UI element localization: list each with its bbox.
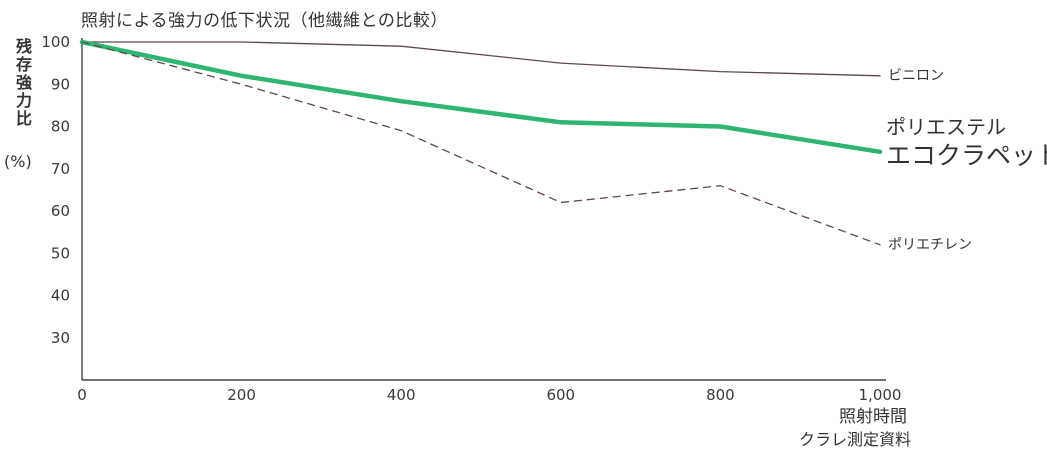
x-tick-label: 600 [546,386,575,404]
x-tick-label: 1,000 [859,386,902,404]
series-line [81,41,881,246]
y-tick-label: 90 [51,75,70,93]
x-tick-label: 200 [227,386,256,404]
y-axis-unit: (%) [4,152,32,171]
series-label: ビニロン [888,68,944,84]
y-axis-label: 残存強力比 [15,37,32,128]
y-tick-label: 50 [51,244,70,262]
series-label: ポリエチレン [888,237,972,253]
x-tick-label: 0 [77,386,87,404]
y-tick-label: 80 [51,118,70,136]
x-tick-label: 400 [387,386,416,404]
x-axis-label: 照射時間 [839,407,907,427]
series-label-brand: エコクラペット [886,141,1047,170]
y-tick-label: 100 [41,33,70,51]
x-tick-label: 800 [706,386,735,404]
y-tick-label: 70 [51,160,70,178]
series-line [79,39,883,155]
y-tick-label: 40 [51,287,70,305]
y-tick-label: 30 [51,329,70,347]
series-line [81,41,881,77]
series-label: ポリエステル [886,115,1006,139]
source-note: クラレ測定資料 [798,430,911,449]
y-tick-label: 60 [51,202,70,220]
chart-title: 照射による強力の低下状況（他繊維との比較） [81,11,448,31]
